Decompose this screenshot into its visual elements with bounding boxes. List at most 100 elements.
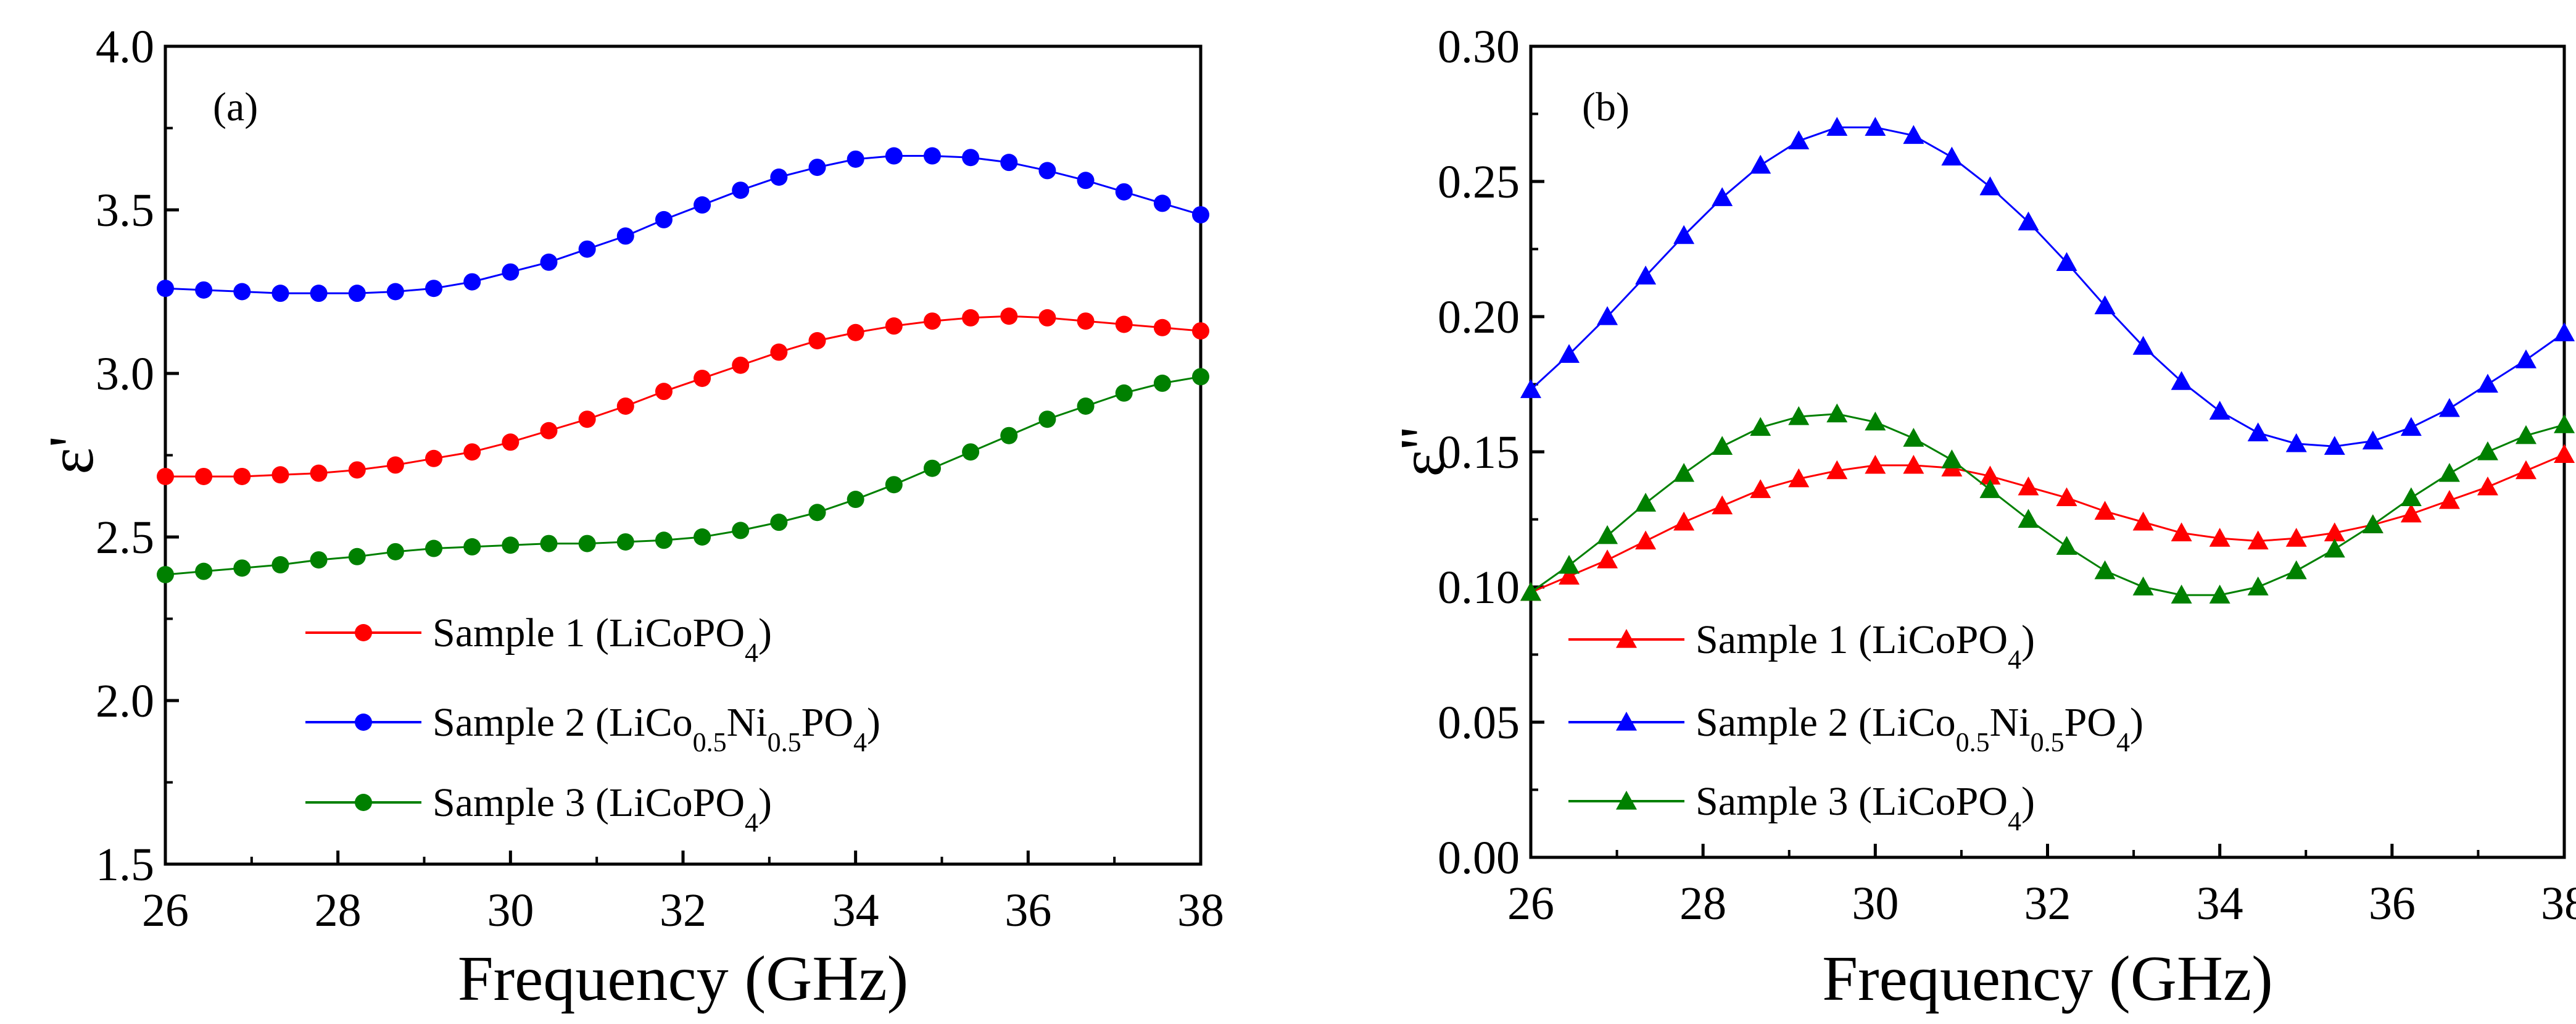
legend-label: Sample 3 (LiCoPO4): [433, 780, 772, 838]
data-point: [348, 285, 366, 302]
legend-text: PO: [2065, 700, 2116, 745]
data-point: [1865, 411, 1886, 431]
legend-text: Sample 3 (LiCoPO: [433, 780, 745, 825]
data-point: [694, 528, 711, 546]
data-point: [463, 443, 481, 461]
data-point: [1038, 309, 1056, 327]
data-point: [1192, 322, 1209, 340]
legend-text: ): [2021, 779, 2035, 824]
data-point: [1153, 318, 1171, 336]
x-tick-label: 34: [832, 885, 879, 936]
x-tick-label: 28: [315, 885, 362, 936]
data-point: [1616, 791, 1637, 810]
legend-entry-3: Sample 3 (LiCoPO4): [305, 780, 772, 838]
x-tick-label: 26: [142, 885, 189, 936]
data-point: [1750, 479, 1771, 498]
data-point: [2438, 398, 2460, 417]
data-point: [2400, 503, 2422, 523]
data-point: [1635, 265, 1657, 285]
x-tick-label: 30: [1852, 878, 1899, 930]
data-point: [386, 543, 404, 560]
panel-label: (a): [213, 85, 258, 130]
data-point: [1153, 374, 1171, 392]
data-point: [923, 147, 941, 165]
data-point: [2477, 476, 2498, 496]
data-point: [1750, 154, 1771, 174]
data-point: [2438, 489, 2460, 509]
legend-text: ): [2021, 617, 2035, 662]
x-tick-label: 28: [1679, 878, 1726, 930]
data-point: [1979, 176, 2001, 196]
data-point: [195, 281, 213, 299]
data-point: [2018, 509, 2039, 528]
data-point: [2400, 417, 2422, 436]
data-point: [348, 547, 366, 565]
legend-subscript: 0.5: [768, 727, 801, 757]
series-3: [157, 368, 1209, 583]
data-point: [1941, 146, 1963, 166]
data-point: [1153, 194, 1171, 212]
data-point: [233, 283, 251, 301]
legend-text: Sample 1 (LiCoPO: [433, 610, 745, 656]
data-point: [1616, 629, 1637, 648]
data-point: [2171, 522, 2192, 541]
y-axis-title: ε': [36, 436, 107, 474]
data-point: [2554, 444, 2575, 463]
data-point: [2324, 436, 2345, 455]
x-tick-label: 36: [1004, 885, 1051, 936]
legend-text: Ni: [1990, 700, 2031, 745]
data-point: [1903, 454, 1924, 474]
data-point: [1597, 525, 1618, 544]
data-point: [1788, 130, 1810, 149]
data-point: [1559, 344, 1580, 363]
data-point: [616, 398, 634, 415]
x-tick-label: 38: [2541, 878, 2576, 930]
data-point: [2515, 460, 2537, 480]
data-point: [885, 476, 903, 494]
x-tick-label: 32: [660, 885, 706, 936]
data-point: [2171, 585, 2192, 604]
x-tick-label: 26: [1507, 878, 1554, 930]
data-point: [355, 794, 372, 811]
series-2: [1520, 117, 2575, 455]
data-point: [2209, 585, 2230, 604]
legend-subscript: 4: [745, 638, 758, 668]
y-tick-label: 1.5: [96, 839, 154, 891]
data-point: [655, 383, 673, 401]
data-point: [694, 369, 711, 387]
legend-entry-1: Sample 1 (LiCoPO4): [1568, 617, 2035, 675]
data-point: [355, 624, 372, 641]
x-axis-title: Frequency (GHz): [458, 943, 909, 1014]
y-tick-label: 2.0: [96, 675, 154, 727]
data-point: [1000, 307, 1018, 325]
legend-text: ): [758, 780, 772, 825]
legend-subscript: 4: [2008, 644, 2021, 675]
legend-text: Sample 3 (LiCoPO: [1696, 779, 2008, 824]
panel-label: (b): [1582, 85, 1630, 130]
data-point: [1559, 554, 1580, 574]
data-point: [808, 332, 826, 349]
data-point: [847, 150, 864, 168]
data-point: [195, 467, 213, 485]
chart-panel-b: 26 28 30 32 34 36 38 0.00 0.05 0.10 0.15 0.20 0.25 0.…: [1387, 21, 2576, 1014]
data-point: [1192, 206, 1209, 223]
data-point: [1115, 315, 1133, 333]
data-point: [502, 536, 520, 554]
data-point: [2132, 336, 2154, 355]
series-line: [1530, 126, 2565, 447]
data-point: [1597, 549, 1618, 568]
data-point: [1616, 712, 1637, 731]
legend-text: Sample 2 (LiCo: [1696, 700, 1956, 745]
data-point: [1192, 368, 1209, 386]
data-point: [1038, 410, 1056, 428]
legend-label: Sample 1 (LiCoPO4): [433, 610, 772, 668]
data-point: [2324, 538, 2345, 558]
data-point: [2285, 433, 2307, 452]
legend-text: ): [758, 610, 772, 656]
chart-panel-a: 26 28 30 32 34 36 38 1.5 2.0 2.5 3.0 3.5 4.0 Frequenc…: [36, 21, 1224, 1014]
data-point: [694, 196, 711, 214]
data-point: [355, 714, 372, 731]
data-point: [157, 565, 174, 583]
legend-subscript: 4: [745, 807, 758, 838]
data-point: [2285, 560, 2307, 580]
